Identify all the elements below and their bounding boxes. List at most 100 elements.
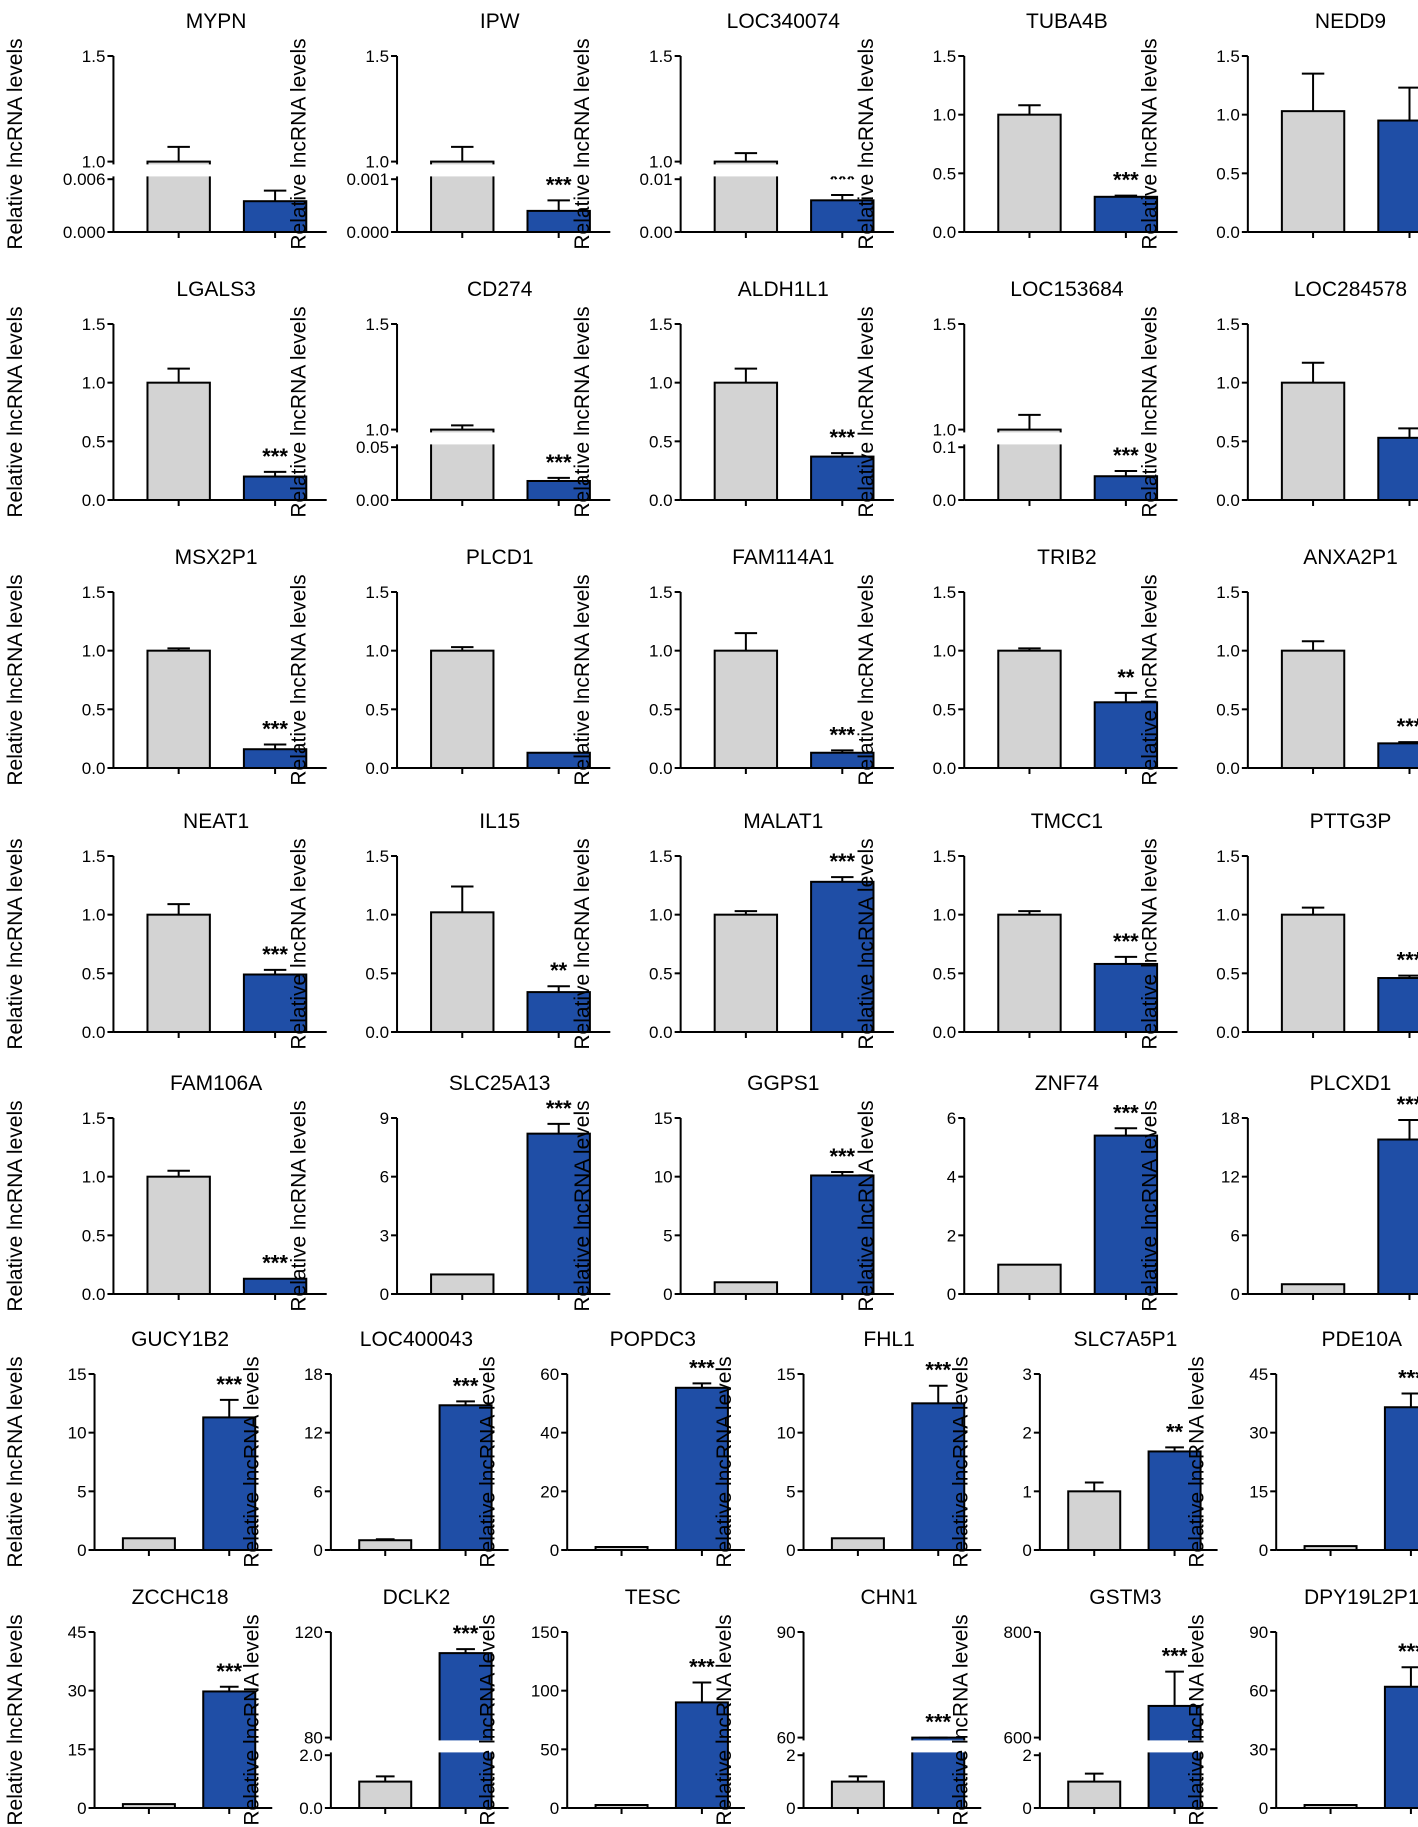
panel-30-significance-1: *** bbox=[1398, 1366, 1418, 1391]
panel-26-title: LOC400043 bbox=[360, 1328, 473, 1351]
panel-23-title: ZNF74 bbox=[1035, 1072, 1100, 1095]
panel-23-ytick-label: 4 bbox=[947, 1168, 956, 1187]
panel-23-ylabel: Relative lncRNA levels bbox=[855, 1100, 878, 1311]
panel-18: TMCC1 Relative lncRNA levels 0.0 0.5 1.0 1.5 *… bbox=[855, 810, 1178, 1050]
panel-24-ytick-label: 12 bbox=[1221, 1168, 1240, 1187]
panel-6: CD274 Relative lncRNA levels 0.00 0.051.0 1.… bbox=[288, 278, 611, 518]
panel-16-ytick-label: 0.5 bbox=[365, 964, 389, 983]
panel-30-bar-0 bbox=[1303, 1545, 1358, 1551]
panel-14-ytick-label: 1.5 bbox=[1216, 583, 1240, 602]
panel-34-ytick-label: 0 bbox=[786, 1799, 795, 1818]
panel-22-title: GGPS1 bbox=[747, 1072, 819, 1095]
panel-28-ytick-label: 5 bbox=[786, 1482, 795, 1501]
panel-15-ytick-label: 1.0 bbox=[82, 906, 106, 925]
panel-29-title: SLC7A5P1 bbox=[1073, 1328, 1177, 1351]
panel-30: PDE10A Relative lncRNA levels 0 15 30 45 *** bbox=[1186, 1328, 1418, 1568]
panel-15-ylabel: Relative lncRNA levels bbox=[4, 838, 27, 1049]
panel-17-ytick-label: 0.5 bbox=[649, 964, 673, 983]
panel-24-bar-0 bbox=[1280, 1283, 1346, 1295]
panel-8-ylabel: Relative lncRNA levels bbox=[855, 306, 878, 517]
panel-6-significance-1: *** bbox=[546, 450, 572, 475]
panel-12-ylabel: Relative lncRNA levels bbox=[571, 574, 594, 785]
panel-24-title: PLCXD1 bbox=[1310, 1072, 1392, 1095]
panel-0-ytick-label: 1.5 bbox=[82, 47, 106, 66]
panel-32: DCLK2 Relative lncRNA levels 0.0 2.080 120 **… bbox=[240, 1586, 509, 1826]
panel-35-bar-0 bbox=[1067, 1780, 1122, 1809]
panel-25-bar-0 bbox=[121, 1537, 176, 1552]
panel-24-ytick-label: 18 bbox=[1221, 1109, 1240, 1128]
panel-17-ytick-label: 0.0 bbox=[649, 1023, 673, 1042]
panel-8-ytick-label: 0.0 bbox=[933, 491, 957, 510]
panel-18-ytick-label: 1.0 bbox=[933, 906, 957, 925]
panel-25-title: GUCY1B2 bbox=[131, 1328, 229, 1351]
panel-7-title: ALDH1L1 bbox=[738, 278, 829, 301]
panel-4-title: NEDD9 bbox=[1315, 10, 1386, 33]
panel-3-ytick-label: 0.5 bbox=[933, 164, 957, 183]
panel-10-bar-0 bbox=[146, 649, 211, 770]
panel-11-ytick-label: 0.5 bbox=[365, 700, 389, 719]
panel-0-title: MYPN bbox=[186, 10, 247, 33]
panel-7-ytick-label: 1.5 bbox=[649, 315, 673, 334]
panel-27: POPDC3 Relative lncRNA levels 0 20 40 60 *** bbox=[477, 1328, 745, 1568]
panel-33: TESC Relative lncRNA levels 0 50 100 150 *** bbox=[477, 1586, 745, 1826]
panel-1-ytick-label: 0.001 bbox=[346, 170, 389, 189]
panel-11-ytick-label: 1.0 bbox=[365, 642, 389, 661]
panel-1-significance-1: *** bbox=[546, 172, 572, 197]
panel-22-ytick-label: 15 bbox=[654, 1109, 673, 1128]
panel-27-ytick-label: 40 bbox=[540, 1424, 559, 1443]
panel-2-axis-break bbox=[672, 164, 894, 177]
panel-24: PLCXD1 Relative lncRNA levels 0 6 12 18 *** bbox=[1138, 1072, 1418, 1312]
panel-7-ytick-label: 0.5 bbox=[649, 432, 673, 451]
panel-14-ylabel: Relative lncRNA levels bbox=[1138, 574, 1161, 785]
panel-19-ytick-label: 1.5 bbox=[1216, 847, 1240, 866]
panel-14-significance-1: *** bbox=[1397, 714, 1418, 739]
panel-19-bar-1 bbox=[1377, 977, 1418, 1034]
panel-21-ytick-label: 0 bbox=[380, 1285, 389, 1304]
panel-9-ytick-label: 1.0 bbox=[1216, 374, 1240, 393]
panel-3-bar-0 bbox=[997, 113, 1062, 233]
panel-26-ylabel: Relative lncRNA levels bbox=[240, 1356, 263, 1567]
panel-19-significance-1: *** bbox=[1397, 948, 1418, 973]
panel-27-title: POPDC3 bbox=[610, 1328, 696, 1351]
panel-17-ytick-label: 1.5 bbox=[649, 847, 673, 866]
panel-4-ylabel: Relative lncRNA levels bbox=[1138, 38, 1161, 249]
panel-2-bar-1 bbox=[810, 199, 875, 234]
panel-27-ytick-label: 60 bbox=[540, 1365, 559, 1384]
panel-8-title: LOC153684 bbox=[1010, 278, 1124, 301]
panel-3-title: TUBA4B bbox=[1026, 10, 1108, 33]
panel-15-ytick-label: 0.0 bbox=[82, 1023, 106, 1042]
panel-31-bar-1 bbox=[202, 1690, 257, 1809]
panel-33-bar-0 bbox=[594, 1804, 649, 1809]
panel-7-ytick-label: 0.0 bbox=[649, 491, 673, 510]
panel-12-ytick-label: 1.0 bbox=[649, 642, 673, 661]
panel-19-ytick-label: 1.0 bbox=[1216, 906, 1240, 925]
panel-32-ytick-label: 80 bbox=[304, 1729, 323, 1748]
panel-33-ytick-label: 150 bbox=[531, 1623, 559, 1642]
panel-35-ylabel: Relative lncRNA levels bbox=[949, 1614, 972, 1825]
panel-5-ytick-label: 1.0 bbox=[82, 374, 106, 393]
panel-29: SLC7A5P1 Relative lncRNA levels 0 1 2 3 ** bbox=[949, 1328, 1218, 1568]
panel-10-significance-1: *** bbox=[262, 717, 288, 742]
panel-13-bar-1 bbox=[1093, 701, 1159, 769]
panel-11-ytick-label: 0.0 bbox=[365, 759, 389, 778]
panel-14-bar-0 bbox=[1280, 649, 1346, 770]
panel-31-bar-0 bbox=[121, 1803, 176, 1809]
panel-14-title: ANXA2P1 bbox=[1303, 546, 1398, 569]
panel-33-title: TESC bbox=[625, 1586, 681, 1609]
panel-36-ytick-label: 0 bbox=[1259, 1799, 1268, 1818]
panel-5-bar-0 bbox=[146, 381, 211, 501]
panel-22-ylabel: Relative lncRNA levels bbox=[571, 1100, 594, 1311]
panel-7-bar-0 bbox=[713, 381, 779, 501]
panel-3: TUBA4B Relative lncRNA levels 0.0 0.5 1.0 1.5… bbox=[855, 10, 1178, 250]
panel-20-ytick-label: 1.0 bbox=[82, 1168, 106, 1187]
panel-2-ylabel: Relative lncRNA levels bbox=[571, 38, 594, 249]
panel-16-ytick-label: 1.5 bbox=[365, 847, 389, 866]
panel-23-ytick-label: 2 bbox=[947, 1226, 956, 1245]
panel-30-ytick-label: 30 bbox=[1249, 1424, 1268, 1443]
panel-6-ylabel: Relative lncRNA levels bbox=[288, 306, 311, 517]
panel-19-title: PTTG3P bbox=[1310, 810, 1392, 833]
panel-13-ylabel: Relative lncRNA levels bbox=[855, 574, 878, 785]
panel-13-ytick-label: 0.0 bbox=[933, 759, 957, 778]
panel-10-ytick-label: 1.5 bbox=[82, 583, 106, 602]
panel-35-title: GSTM3 bbox=[1089, 1586, 1161, 1609]
